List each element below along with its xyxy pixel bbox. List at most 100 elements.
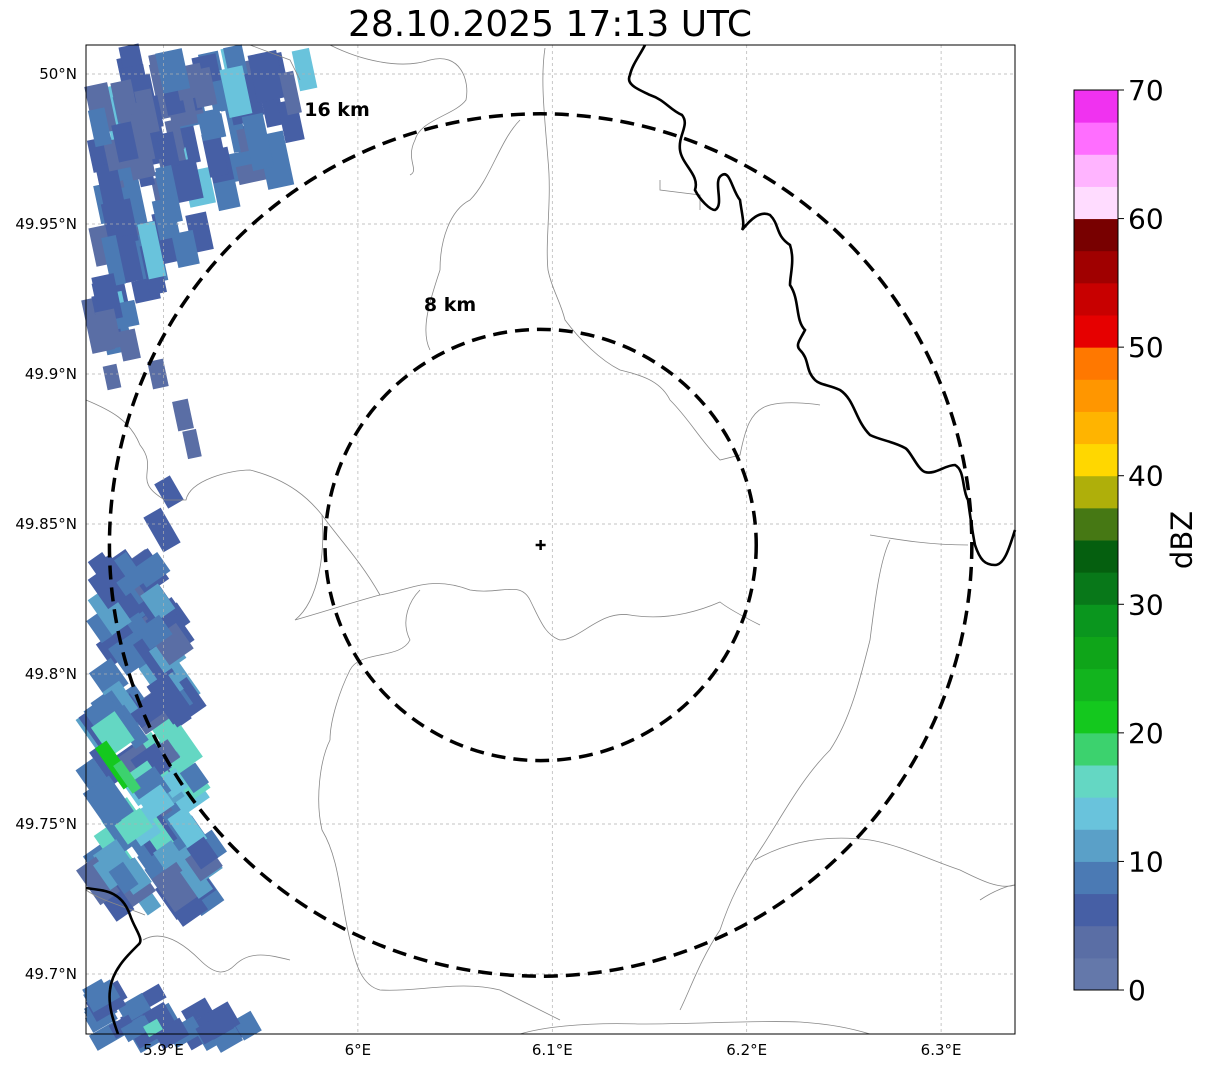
reflectivity-cell [143,507,181,553]
reflectivity-cell [143,1018,163,1038]
range-ring [107,112,974,978]
colorbar-tick-label: 0 [1128,974,1146,1007]
reflectivity-cell [102,363,122,391]
reflectivity-cell [114,807,154,845]
reflectivity-cell [212,1025,244,1053]
admin-boundary-line [142,935,291,973]
range-ring-label: 16 km [304,99,370,121]
reflectivity-cell [219,65,253,118]
colorbar-tick-label: 70 [1128,74,1164,107]
range-rings: 8 km 16 km [107,99,974,978]
colorbar-segment [1074,411,1118,445]
colorbar-segment [1074,507,1118,541]
lon-tick-label: 6.2°E [726,1041,767,1059]
admin-boundary-line [659,180,701,210]
admin-boundary-line [425,119,521,351]
colorbar-segment [1074,540,1118,573]
reflectivity-cell [100,198,139,247]
range-ring [323,327,758,763]
colorbar-segment [1074,282,1118,316]
reflectivity-cell [247,49,287,104]
admin-boundary-line [542,47,821,461]
lon-tick-label: 6.1°E [532,1041,573,1059]
admin-boundary-line [85,889,146,916]
map-plot-area[interactable]: 8 km 16 km [75,43,1017,1054]
colorbar-tick-label: 50 [1128,331,1164,364]
colorbar-segment [1074,861,1118,895]
reflectivity-cell [82,775,134,830]
reflectivity-cell [181,997,213,1025]
reflectivity-cell [155,48,191,94]
reflectivity-cell [113,760,141,794]
reflectivity-cell [129,111,156,163]
reflectivity-cell [95,162,126,213]
colorbar-segment [1074,315,1118,348]
reflectivity-cell [140,583,176,621]
colorbar-tick-label: 20 [1128,717,1164,750]
country-border-line [85,886,142,1035]
colorbar-segment [1074,765,1118,798]
reflectivity-cell [128,766,172,809]
admin-boundary-line [754,837,1016,887]
reflectivity-cell [241,112,275,172]
colorbar-segment [1074,732,1118,766]
colorbar-segment [1074,186,1118,220]
reflectivity-cell [146,672,194,725]
colorbar-frame [1073,89,1119,991]
map-frame [85,44,1016,1035]
colorbar-segment [1074,797,1118,830]
lon-tick-label: 6.3°E [921,1041,962,1059]
reflectivity-cell [134,88,160,135]
colorbar-segment [1074,250,1118,284]
reflectivity-cell [117,992,152,1024]
reflectivity-cell [133,551,171,588]
reflectivity-cell [165,725,203,768]
reflectivity-cell [138,784,175,821]
colorbar-tick-label: 40 [1128,460,1164,493]
colorbar-segment [1074,700,1118,734]
lat-tick-label: 49.9°N [25,365,77,383]
latitude-tick-labels: 50°N 49.95°N 49.9°N 49.85°N 49.8°N 49.75°N 49.… [15,65,77,983]
colorbar-segment [1074,379,1118,412]
colorbar-segment [1074,957,1118,991]
admin-boundary-line [869,534,969,546]
reflectivity-cell [118,43,144,70]
colorbar-segment [1074,829,1118,862]
reflectivity-cell [87,107,113,148]
reflectivity-cell [172,398,194,432]
lat-tick-label: 49.85°N [15,515,77,533]
reflectivity-cell [91,273,123,322]
colorbar-segment [1074,218,1118,252]
reflectivity-cell [155,165,183,225]
colorbar-segment [1074,475,1118,509]
reflectivity-cell [94,308,122,351]
colorbar-segment [1074,604,1118,637]
reflectivity-cell [86,610,118,644]
reflectivity-cell [179,762,210,794]
reflectivity-cell [182,428,202,460]
reflectivity-cell [278,70,302,116]
reflectivity-cell [195,1015,229,1045]
lon-tick-label: 6°E [345,1041,372,1059]
reflectivity-cell [151,197,181,241]
colorbar-tick-label: 30 [1128,588,1164,621]
reflectivity-cell [180,862,214,899]
colorbar-segment [1074,925,1118,959]
radar-reflectivity-layer [75,43,318,1054]
reflectivity-cell [159,768,189,798]
country-borders [85,44,1017,1035]
reflectivity-cell [201,131,229,178]
admin-boundary-line [329,44,468,176]
admin-boundary-line [979,884,1016,901]
admin-boundary-line [249,44,301,81]
admin-boundary-line [519,1021,871,1035]
admin-boundary-line [321,514,381,596]
country-border-line [627,44,1017,567]
graticule [86,45,1015,1034]
lat-tick-label: 49.95°N [15,215,77,233]
reflectivity-cell [101,235,127,287]
colorbar-segment [1074,572,1118,605]
admin-boundary-line [679,539,891,1011]
reflectivity-cell [120,1014,153,1043]
admin-boundary-line [318,589,561,1021]
